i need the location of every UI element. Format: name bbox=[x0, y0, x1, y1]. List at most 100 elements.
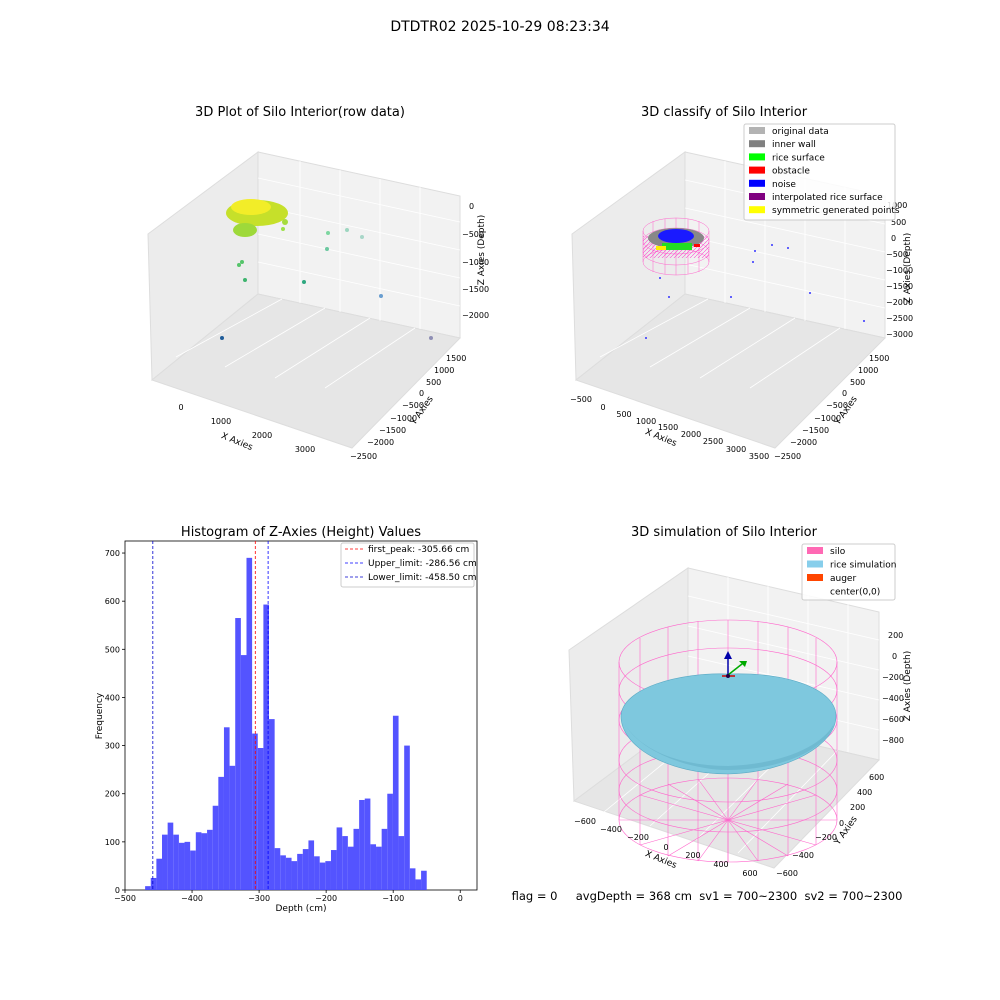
classify-noise-point bbox=[659, 277, 661, 279]
classify-y-tick: −2500 bbox=[774, 452, 801, 461]
raw-y-tick: −1500 bbox=[379, 426, 406, 435]
legend-swatch bbox=[749, 179, 765, 187]
classify-z-tick: 1000 bbox=[887, 201, 907, 210]
histogram-x-tick: −200 bbox=[315, 894, 337, 903]
simulation-y-tick: −200 bbox=[815, 833, 837, 842]
raw-cluster-dot bbox=[282, 219, 288, 225]
simulation-y-tick: −600 bbox=[776, 869, 798, 878]
raw-x-tick: 0 bbox=[178, 403, 183, 412]
legend-swatch bbox=[749, 206, 765, 214]
raw-point bbox=[326, 231, 330, 235]
histogram-bar bbox=[257, 747, 264, 890]
classify-noise-point bbox=[863, 320, 865, 322]
simulation-3d-title: 3D simulation of Silo Interior bbox=[631, 525, 818, 540]
histogram-bar bbox=[364, 798, 371, 890]
simulation-z-tick: −800 bbox=[882, 736, 904, 745]
classify-y-tick: 0 bbox=[842, 389, 847, 398]
legend-swatch bbox=[749, 193, 765, 200]
classify-obstacle bbox=[694, 244, 700, 247]
histogram-bar bbox=[212, 805, 219, 890]
histogram-bar bbox=[246, 557, 253, 890]
histogram-y-tick: 700 bbox=[105, 549, 120, 558]
classify-noise-point bbox=[787, 247, 789, 249]
raw-point bbox=[220, 336, 224, 340]
legend-swatch bbox=[807, 547, 823, 554]
histogram-bar bbox=[178, 842, 185, 890]
classify-legend-items: original data inner wall rice surface obsta… bbox=[749, 127, 900, 216]
classify-symmetric-points bbox=[656, 246, 666, 250]
simulation-z-label: Z Axies (Depth) bbox=[903, 651, 913, 722]
legend-label: auger bbox=[830, 574, 856, 584]
legend-label: symmetric generated points bbox=[772, 206, 900, 216]
histogram-x-tick: −100 bbox=[382, 894, 404, 903]
histogram-bar bbox=[370, 844, 377, 890]
histogram-x-tick: −500 bbox=[114, 894, 136, 903]
histogram-bar bbox=[285, 857, 292, 890]
simulation-z-tick: −600 bbox=[882, 715, 904, 724]
simulation-x-tick: 600 bbox=[742, 869, 757, 878]
histogram-y-tick: 200 bbox=[105, 790, 120, 799]
classify-z-tick: 0 bbox=[891, 234, 896, 243]
figure-title: DTDTR02 2025-10-29 08:23:34 bbox=[390, 19, 609, 35]
classify-legend: original data inner wall rice surface obsta… bbox=[743, 123, 900, 221]
raw-z-tick: −1500 bbox=[462, 285, 489, 294]
simulation-y-tick: 600 bbox=[869, 773, 884, 782]
histogram-bar bbox=[319, 862, 326, 890]
legend-swatch bbox=[749, 153, 765, 161]
raw-point bbox=[379, 294, 383, 298]
classify-z-tick: 500 bbox=[891, 218, 906, 227]
simulation-y-label: Y Axies bbox=[832, 814, 860, 847]
histogram-x-tick: 0 bbox=[458, 894, 463, 903]
simulation-x-label: X Axies bbox=[643, 849, 678, 871]
status-line: flag = 0 avgDepth = 368 cm sv1 = 700~230… bbox=[512, 889, 903, 903]
simulation-x-tick: −400 bbox=[600, 825, 622, 834]
legend-label: center(0,0) bbox=[830, 588, 880, 598]
histogram-bar bbox=[156, 858, 163, 890]
simulation-y-tick: 0 bbox=[839, 819, 844, 828]
raw-x-tick: 2000 bbox=[252, 431, 272, 440]
histogram-bar bbox=[162, 834, 168, 890]
histogram-bar bbox=[190, 850, 196, 890]
legend-swatch bbox=[807, 574, 823, 581]
histogram-legend: first_peak: -305.66 cm Upper_limit: -286.… bbox=[340, 542, 477, 588]
histogram-bar bbox=[229, 765, 236, 890]
simulation-x-tick: −200 bbox=[627, 833, 649, 842]
histogram-legend-items: first_peak: -305.66 cm Upper_limit: -286.… bbox=[345, 545, 477, 583]
raw-y-label: Y Axies bbox=[408, 394, 436, 427]
classify-noise-point bbox=[668, 296, 670, 298]
simulation-y-tick: 200 bbox=[850, 803, 865, 812]
simulation-x-ticks: −600 −400 −200 0 200 400 600 bbox=[574, 817, 758, 878]
simulation-arrow-green bbox=[739, 661, 747, 667]
raw-y-tick: 1000 bbox=[434, 366, 454, 375]
raw-z-tick: 0 bbox=[469, 202, 474, 211]
simulation-legend-items: silo rice simulation auger center(0,0) bbox=[807, 547, 896, 598]
raw-point-cluster bbox=[226, 199, 288, 237]
histogram-bar bbox=[173, 834, 179, 890]
histogram-y-tick: 500 bbox=[105, 645, 120, 654]
classify-noise-point bbox=[730, 296, 732, 298]
legend-label: silo bbox=[830, 547, 846, 557]
legend-label: original data bbox=[772, 127, 829, 137]
simulation-y-tick: 400 bbox=[857, 788, 872, 797]
histogram-title: Histogram of Z-Axies (Height) Values bbox=[181, 525, 421, 540]
histogram-bar bbox=[387, 793, 393, 890]
classify-y-label: Y Axies bbox=[832, 394, 860, 427]
raw-y-tick: 0 bbox=[419, 389, 424, 398]
simulation-legend: silo rice simulation auger center(0,0) bbox=[801, 543, 896, 601]
raw-y-tick: −1000 bbox=[390, 414, 417, 423]
raw-scatter-points bbox=[220, 227, 433, 340]
histogram-legend-label: Lower_limit: -458.50 cm bbox=[368, 573, 476, 583]
simulation-x-tick: 200 bbox=[685, 851, 700, 860]
simulation-x-tick: −600 bbox=[574, 817, 596, 826]
classify-y-tick: 500 bbox=[850, 378, 865, 387]
classify-noise-point bbox=[752, 261, 754, 263]
classify-noise-points bbox=[645, 244, 865, 339]
raw-point bbox=[325, 247, 329, 251]
simulation-z-ticks: 200 0 −200 −400 −600 −800 bbox=[882, 631, 904, 745]
histogram-bar bbox=[381, 828, 388, 890]
legend-label: rice simulation bbox=[830, 561, 896, 571]
histogram-legend-box bbox=[340, 542, 475, 588]
histogram-bar bbox=[421, 870, 427, 890]
raw-cluster-drip bbox=[233, 223, 257, 237]
